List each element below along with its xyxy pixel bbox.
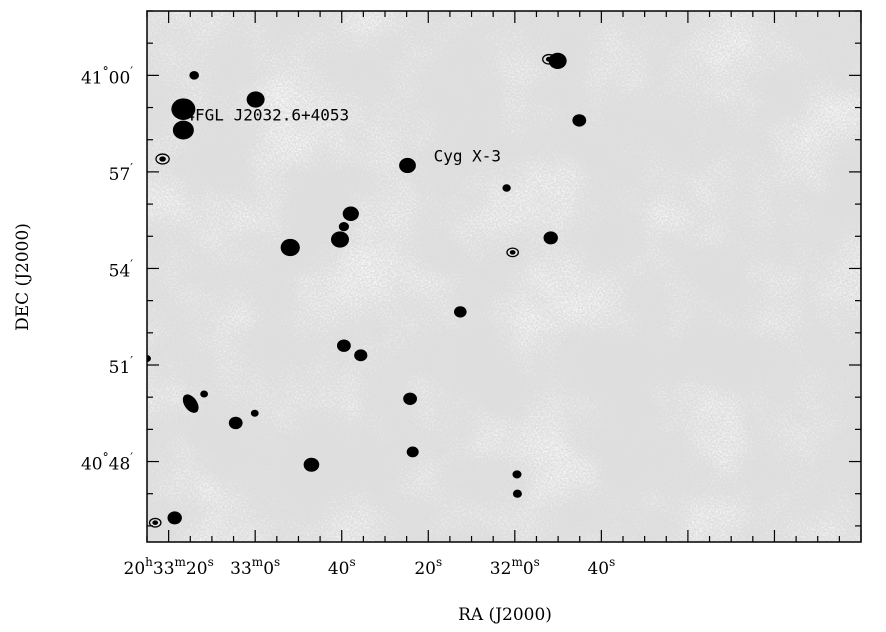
radio-source	[572, 114, 587, 127]
radio-source	[147, 355, 151, 363]
y-axis-label: DEC (J2000)	[13, 223, 33, 331]
y-tick-labels: 41°00′ 57′ 54′ 51′ 40°48′	[81, 64, 133, 474]
radio-source	[403, 392, 417, 406]
x-tick-labels: 20h33m20s 33m0s 40s 20s 32m0s 40s	[124, 555, 616, 579]
y-tick-label: 54′	[109, 257, 134, 281]
radio-source	[167, 511, 182, 525]
axis-ticks	[146, 10, 862, 542]
x-tick-label: 33m0s	[230, 555, 280, 579]
radio-source	[543, 231, 558, 245]
source-contour	[148, 517, 162, 528]
x-tick-label: 40s	[587, 555, 615, 579]
radio-source	[342, 206, 359, 222]
annotation-label: Cyg X-3	[434, 146, 501, 165]
radio-source	[406, 446, 419, 458]
y-tick-label: 57′	[109, 161, 134, 185]
plot-frame	[146, 10, 862, 543]
background-noise	[147, 11, 861, 542]
x-tick-label: 40s	[328, 555, 356, 579]
radio-source	[548, 52, 567, 69]
source-contour-core	[152, 520, 159, 525]
source-contour-core	[509, 250, 516, 255]
radio-source	[336, 339, 351, 352]
radio-source	[453, 306, 467, 318]
radio-source	[512, 470, 522, 479]
radio-source	[399, 157, 416, 174]
radio-source	[189, 71, 199, 80]
radio-source	[502, 184, 511, 192]
y-tick-label: 51′	[109, 354, 134, 378]
radio-source	[171, 98, 196, 120]
radio-source	[200, 390, 209, 398]
source-contour	[155, 153, 170, 165]
y-tick-label: 41°00′	[81, 64, 133, 88]
radio-source	[354, 349, 368, 362]
x-tick-label: 20s	[414, 555, 442, 579]
source-contour	[506, 247, 520, 258]
source-contour	[542, 53, 556, 65]
radio-source	[250, 409, 259, 417]
radio-source	[338, 222, 349, 232]
source-contour-core	[545, 56, 553, 62]
y-tick-label: 40°48′	[81, 451, 133, 475]
radio-source	[172, 120, 194, 140]
radio-source	[512, 489, 522, 498]
x-tick-label: 20h33m20s	[124, 555, 214, 579]
radio-source	[182, 394, 199, 413]
radio-source	[280, 238, 300, 257]
radio-source	[246, 91, 265, 108]
source-contour-core	[159, 156, 166, 162]
radio-sources	[147, 52, 587, 528]
x-tick-label: 32m0s	[490, 555, 540, 579]
radio-source	[303, 457, 320, 472]
annotations: 4FGL J2032.6+4053 Cyg X-3	[185, 105, 501, 165]
radio-source	[228, 416, 243, 430]
x-axis-label: RA (J2000)	[458, 605, 552, 625]
annotation-label: 4FGL J2032.6+4053	[185, 105, 349, 124]
radio-source	[330, 231, 349, 248]
